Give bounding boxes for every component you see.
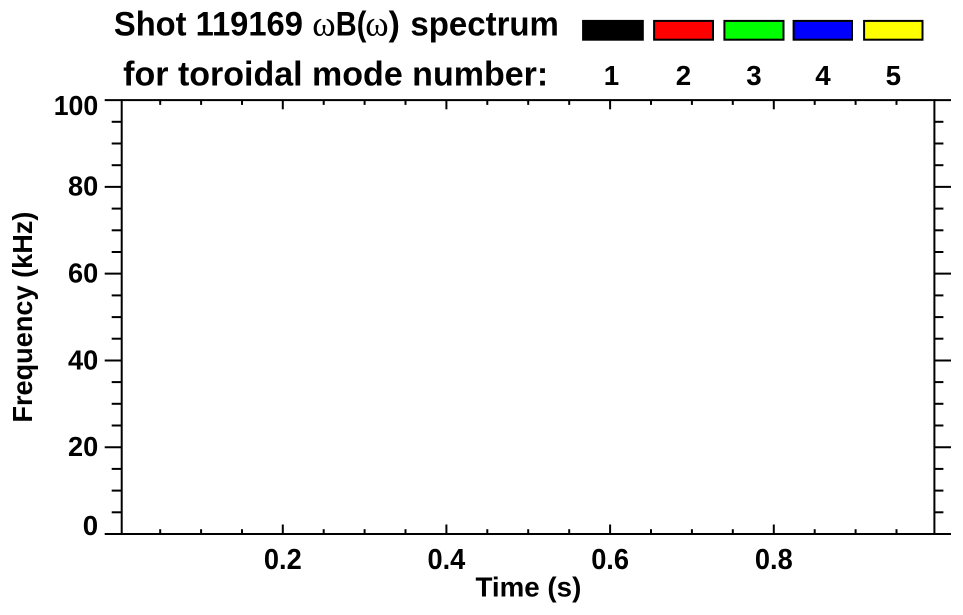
svg-text:0.2: 0.2 (264, 544, 302, 576)
svg-text:5: 5 (886, 60, 901, 91)
svg-text:0: 0 (83, 509, 98, 541)
svg-text:60: 60 (68, 257, 98, 289)
svg-text:spectrum: spectrum (410, 6, 559, 44)
svg-text:0.8: 0.8 (755, 544, 793, 576)
svg-text:20: 20 (68, 430, 98, 462)
svg-text:0.6: 0.6 (591, 544, 629, 576)
svg-text:for toroidal mode number:: for toroidal mode number: (123, 56, 548, 94)
svg-text:3: 3 (746, 60, 761, 91)
svg-text:ω: ω (365, 4, 388, 44)
svg-text:4: 4 (815, 60, 831, 91)
svg-text:ω: ω (312, 4, 335, 44)
svg-text:B(: B( (336, 6, 367, 44)
svg-text:1: 1 (604, 60, 619, 91)
svg-text:100: 100 (54, 89, 99, 121)
svg-text:0.4: 0.4 (428, 544, 466, 576)
svg-text:): ) (389, 6, 400, 44)
svg-text:40: 40 (68, 344, 98, 376)
svg-text:Shot 119169: Shot 119169 (114, 6, 303, 44)
svg-text:80: 80 (68, 169, 98, 201)
svg-text:Time (s): Time (s) (476, 571, 582, 602)
svg-text:2: 2 (676, 60, 691, 91)
svg-text:Frequency (kHz): Frequency (kHz) (7, 212, 38, 423)
